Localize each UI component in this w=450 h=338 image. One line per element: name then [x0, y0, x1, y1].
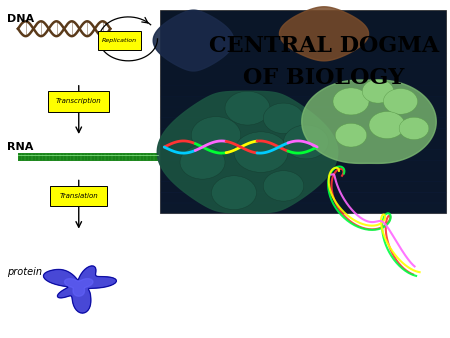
Text: protein: protein — [7, 267, 42, 277]
Text: RNA: RNA — [7, 142, 33, 152]
Text: Transcription: Transcription — [56, 98, 102, 104]
Text: Translation: Translation — [59, 193, 98, 199]
Circle shape — [333, 88, 369, 115]
Circle shape — [180, 145, 225, 179]
Polygon shape — [157, 91, 338, 213]
Circle shape — [335, 123, 367, 147]
Polygon shape — [153, 10, 234, 71]
Circle shape — [263, 103, 304, 134]
Circle shape — [362, 79, 394, 103]
FancyBboxPatch shape — [48, 91, 109, 112]
Bar — [160, 10, 446, 213]
Text: CENTRAL DOGMA: CENTRAL DOGMA — [209, 34, 439, 57]
Bar — [18, 153, 158, 161]
Circle shape — [263, 171, 304, 201]
Circle shape — [399, 117, 429, 140]
Circle shape — [369, 112, 405, 139]
Text: OF BIOLOGY: OF BIOLOGY — [243, 67, 405, 89]
Polygon shape — [279, 7, 369, 61]
Circle shape — [191, 117, 241, 154]
Circle shape — [212, 176, 256, 210]
Polygon shape — [44, 266, 116, 313]
Text: DNA: DNA — [7, 14, 34, 24]
Circle shape — [234, 132, 288, 172]
Circle shape — [225, 91, 270, 125]
Circle shape — [383, 89, 418, 114]
Circle shape — [284, 125, 328, 159]
Text: Replication: Replication — [102, 38, 137, 43]
Polygon shape — [302, 80, 436, 163]
FancyBboxPatch shape — [98, 31, 141, 50]
Polygon shape — [64, 279, 93, 296]
FancyBboxPatch shape — [50, 186, 107, 206]
